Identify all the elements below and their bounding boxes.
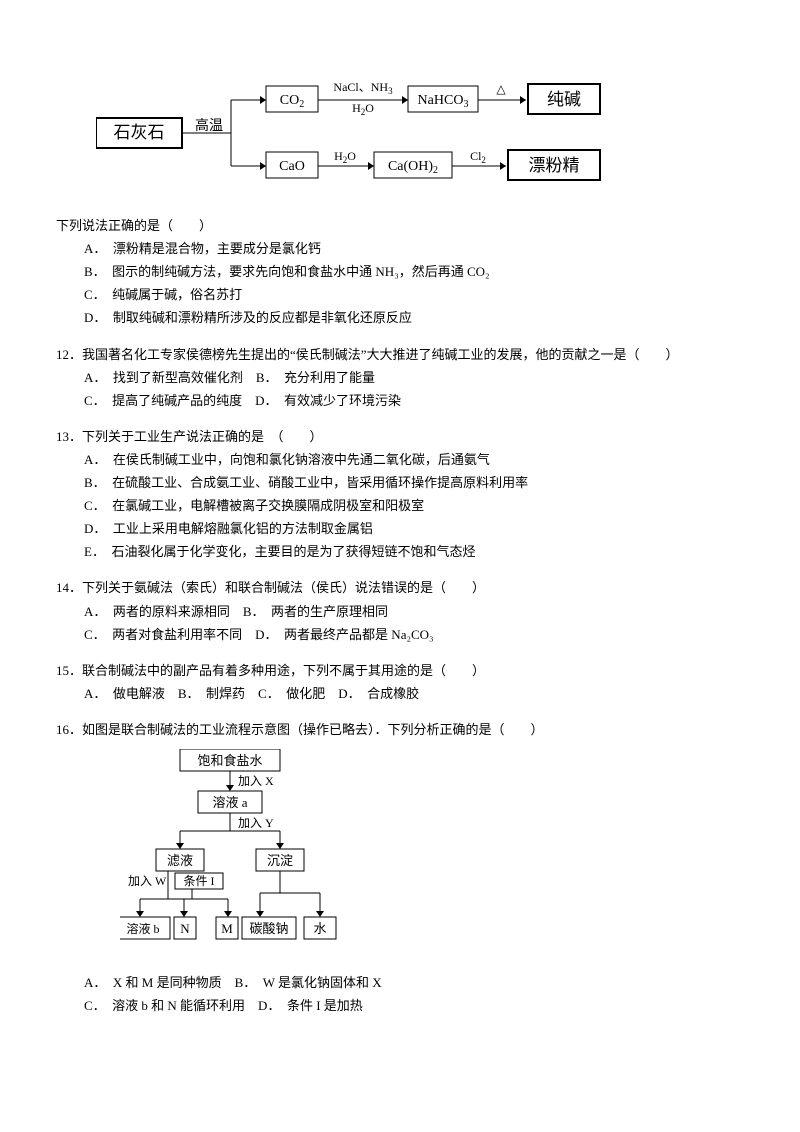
q13-opt-c: C． 在氯碱工业，电解槽被离子交换膜隔成阴极室和阳极室 <box>84 495 744 517</box>
q14-opt-ab: A． 两者的原料来源相同 B． 两者的生产原理相同 <box>84 601 744 623</box>
question-16: 16．如图是联合制碱法的工业流程示意图（操作已略去）．下列分析正确的是（ ） 饱… <box>56 719 744 1017</box>
q15-opts: A． 做电解液 B． 制焊药 C． 做化肥 D． 合成橡胶 <box>84 683 744 705</box>
svg-text:水: 水 <box>313 921 326 936</box>
svg-text:漂粉精: 漂粉精 <box>529 156 580 175</box>
question-13: 13．下列关于工业生产说法正确的是 （ ） A． 在侯氏制碱工业中，向饱和氯化钠… <box>56 426 744 564</box>
question-15: 15．联合制碱法中的副产品有着多种用途，下列不属于其用途的是（ ） A． 做电解… <box>56 660 744 705</box>
q14-opt-cd: C． 两者对食盐利用率不同 D． 两者最终产品都是 Na₂CO₃ <box>84 624 744 646</box>
q13-opt-d: D． 工业上采用电解熔融氯化铝的方法制取金属铝 <box>84 518 744 540</box>
flow-diagram-limestone: 石灰石 高温 CO2 NaCl、NH3 H2O NaHCO3 △ 纯碱 CaO … <box>96 80 744 197</box>
q11-opt-a: A． 漂粉精是混合物，主要成分是氯化钙 <box>84 238 744 260</box>
flow-diagram-soda: 饱和食盐水 加入 X 溶液 a 加入 Y 滤液 沉淀 加入 W 条件 I <box>120 749 744 966</box>
d1-left: 石灰石 <box>114 123 165 142</box>
svg-text:H2O: H2O <box>334 149 356 165</box>
svg-text:溶液 b: 溶液 b <box>126 921 159 936</box>
svg-text:△: △ <box>496 82 506 96</box>
svg-text:H2O: H2O <box>352 101 374 117</box>
svg-text:NaCl、NH3: NaCl、NH3 <box>333 80 393 96</box>
svg-text:条件 I: 条件 I <box>184 874 215 888</box>
svg-text:NaHCO3: NaHCO3 <box>418 93 469 110</box>
q13-opt-b: B． 在硫酸工业、合成氨工业、硝酸工业中，皆采用循环操作提高原料利用率 <box>84 472 744 494</box>
q12-stem: 12．我国著名化工专家侯德榜先生提出的“侯氏制碱法”大大推进了纯碱工业的发展，他… <box>56 344 744 366</box>
svg-text:碳酸钠: 碳酸钠 <box>249 921 288 936</box>
svg-text:沉淀: 沉淀 <box>267 853 293 868</box>
svg-text:加入 Y: 加入 Y <box>238 816 274 830</box>
q13-stem: 13．下列关于工业生产说法正确的是 （ ） <box>56 426 744 448</box>
question-12: 12．我国著名化工专家侯德榜先生提出的“侯氏制碱法”大大推进了纯碱工业的发展，他… <box>56 344 744 412</box>
q11-opt-b: B． 图示的制纯碱方法，要求先向饱和食盐水中通 NH₃，然后再通 CO₂ <box>84 261 744 283</box>
svg-text:纯碱: 纯碱 <box>547 90 581 109</box>
q13-opt-e: E． 石油裂化属于化学变化，主要目的是为了获得短链不饱和气态烃 <box>84 541 744 563</box>
q11-opt-c: C． 纯碱属于碱，俗名苏打 <box>84 284 744 306</box>
svg-text:滤液: 滤液 <box>167 853 193 868</box>
svg-text:加入 X: 加入 X <box>238 774 274 788</box>
svg-text:饱和食盐水: 饱和食盐水 <box>197 753 262 768</box>
svg-text:加入 W: 加入 W <box>128 874 167 888</box>
question-14: 14．下列关于氨碱法（索氏）和联合制碱法（侯氏）说法错误的是（ ） A． 两者的… <box>56 577 744 645</box>
svg-text:M: M <box>221 921 233 936</box>
q13-opt-a: A． 在侯氏制碱工业中，向饱和氯化钠溶液中先通二氧化碳，后通氨气 <box>84 449 744 471</box>
q12-opt-cd: C． 提高了纯碱产品的纯度 D． 有效减少了环境污染 <box>84 390 744 412</box>
svg-text:Cl2: Cl2 <box>470 149 486 165</box>
q16-opt-cd: C． 溶液 b 和 N 能循环利用 D． 条件 I 是加热 <box>84 995 744 1017</box>
question-11-continued: 下列说法正确的是（ ） A． 漂粉精是混合物，主要成分是氯化钙 B． 图示的制纯… <box>56 215 744 329</box>
q12-opt-ab: A． 找到了新型高效催化剂 B． 充分利用了能量 <box>84 367 744 389</box>
svg-text:N: N <box>180 921 190 936</box>
q15-stem: 15．联合制碱法中的副产品有着多种用途，下列不属于其用途的是（ ） <box>56 660 744 682</box>
q16-stem: 16．如图是联合制碱法的工业流程示意图（操作已略去）．下列分析正确的是（ ） <box>56 719 744 741</box>
q11-opt-d: D． 制取纯碱和漂粉精所涉及的反应都是非氧化还原反应 <box>84 307 744 329</box>
svg-text:CO2: CO2 <box>280 93 304 110</box>
svg-text:CaO: CaO <box>279 159 305 174</box>
q11-stem: 下列说法正确的是（ ） <box>56 215 744 237</box>
svg-text:溶液 a: 溶液 a <box>212 795 247 810</box>
d1-hitemp: 高温 <box>195 117 223 134</box>
svg-text:Ca(OH)2: Ca(OH)2 <box>388 159 438 176</box>
q16-opt-ab: A． X 和 M 是同种物质 B． W 是氯化钠固体和 X <box>84 972 744 994</box>
q14-stem: 14．下列关于氨碱法（索氏）和联合制碱法（侯氏）说法错误的是（ ） <box>56 577 744 599</box>
